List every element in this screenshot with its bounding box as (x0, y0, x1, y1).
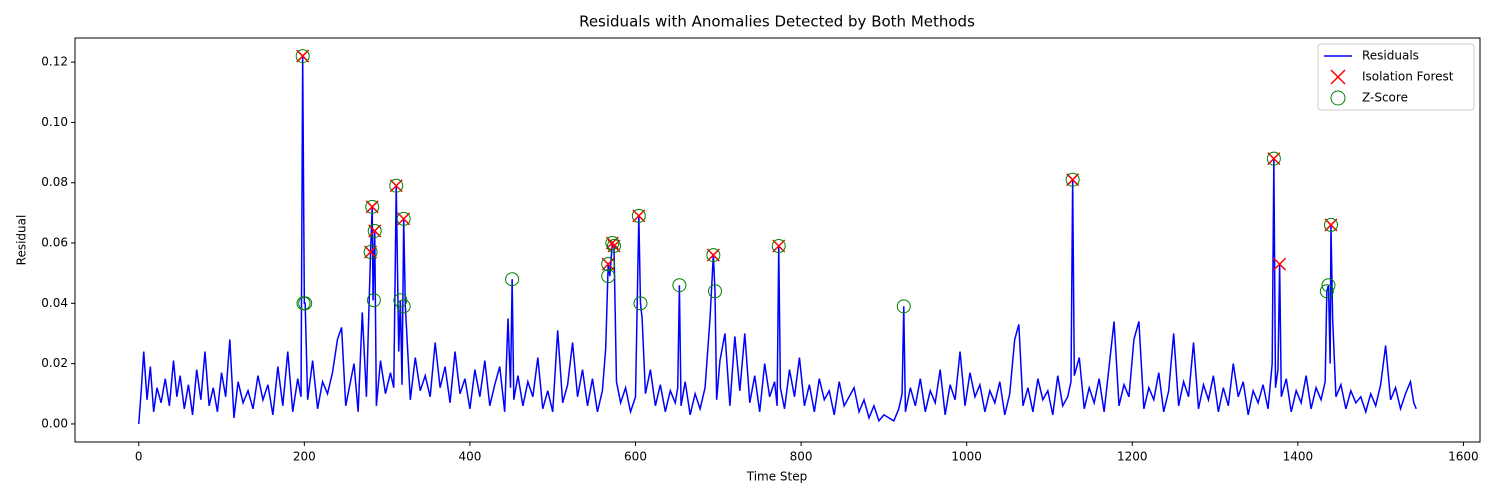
z-score-marker (601, 257, 616, 272)
z-score-marker (1323, 217, 1338, 232)
z-score-marker (631, 208, 646, 223)
z-score-marker (396, 299, 411, 314)
z-score-marker (1321, 278, 1336, 293)
x-tick-label: 600 (624, 450, 647, 464)
isolation-forest-marker (1066, 173, 1080, 187)
legend-marker (1330, 90, 1346, 106)
x-tick-label: 200 (293, 450, 316, 464)
z-score-marker (396, 211, 411, 226)
isolation-forest-marker (1324, 218, 1338, 232)
z-score-marker (365, 199, 380, 214)
z-score-marker (1065, 172, 1080, 187)
z-score-marker (606, 239, 621, 254)
legend-label: Isolation Forest (1362, 70, 1454, 84)
legend-marker (1330, 69, 1346, 85)
y-tick-label: 0.04 (41, 296, 68, 310)
residual-line (138, 56, 1417, 424)
z-score-marker (367, 223, 382, 238)
x-axis-label: Time Step (746, 470, 808, 484)
isolation-forest-marker (296, 49, 310, 63)
z-score-marker (896, 299, 911, 314)
z-score-marker (1266, 151, 1281, 166)
z-score-marker (771, 239, 786, 254)
z-score-marker (366, 293, 381, 308)
isolation-forest-marker (368, 224, 382, 238)
z-score-marker (707, 284, 722, 299)
isolation-forest-marker (772, 239, 786, 253)
y-tick-label: 0.06 (41, 236, 68, 250)
y-tick-label: 0.12 (41, 55, 68, 69)
isolation-forest-marker (389, 179, 403, 193)
y-tick-label: 0.02 (41, 356, 68, 370)
y-axis-label: Residual (15, 215, 29, 266)
isolation-forest-marker (632, 209, 646, 223)
z-score-marker (601, 269, 616, 284)
y-tick-label: 0.10 (41, 115, 68, 129)
x-tick-label: 0 (135, 450, 143, 464)
isolation-forest-marker (397, 212, 411, 226)
z-score-marker (1319, 284, 1334, 299)
chart-title: Residuals with Anomalies Detected by Bot… (579, 13, 975, 31)
plot-frame (74, 37, 1481, 443)
isolation-forest-marker (605, 236, 619, 250)
y-tick-label: 0.00 (41, 416, 68, 430)
isolation-forest-marker (607, 239, 621, 253)
z-score-marker (706, 248, 721, 263)
z-score-marker (389, 178, 404, 193)
legend-label: Z-Score (1362, 91, 1408, 105)
isolation-forest-marker (706, 248, 720, 262)
z-score-marker (605, 236, 620, 251)
legend-label: Residuals (1362, 49, 1419, 63)
x-tick-label: 1400 (1283, 450, 1314, 464)
z-score-marker (633, 296, 648, 311)
isolation-forest-marker (1267, 152, 1281, 166)
y-tick-label: 0.08 (41, 175, 68, 189)
isolation-forest-marker (601, 257, 615, 271)
z-score-marker (363, 245, 378, 260)
x-tick-label: 1600 (1448, 450, 1479, 464)
z-score-marker (672, 278, 687, 293)
legend: Residuals Isolation Forest Z-Score (1317, 43, 1475, 111)
z-score-marker (295, 49, 310, 64)
isolation-forest-marker (1273, 257, 1287, 271)
z-score-marker (298, 296, 313, 311)
x-tick-label: 400 (458, 450, 481, 464)
z-score-marker (505, 272, 520, 287)
x-tick-label: 1000 (951, 450, 982, 464)
x-tick-label: 1200 (1117, 450, 1148, 464)
isolation-forest-marker (365, 200, 379, 214)
x-tick-label: 800 (790, 450, 813, 464)
isolation-forest-marker (364, 245, 378, 259)
legend-box (1317, 43, 1475, 111)
